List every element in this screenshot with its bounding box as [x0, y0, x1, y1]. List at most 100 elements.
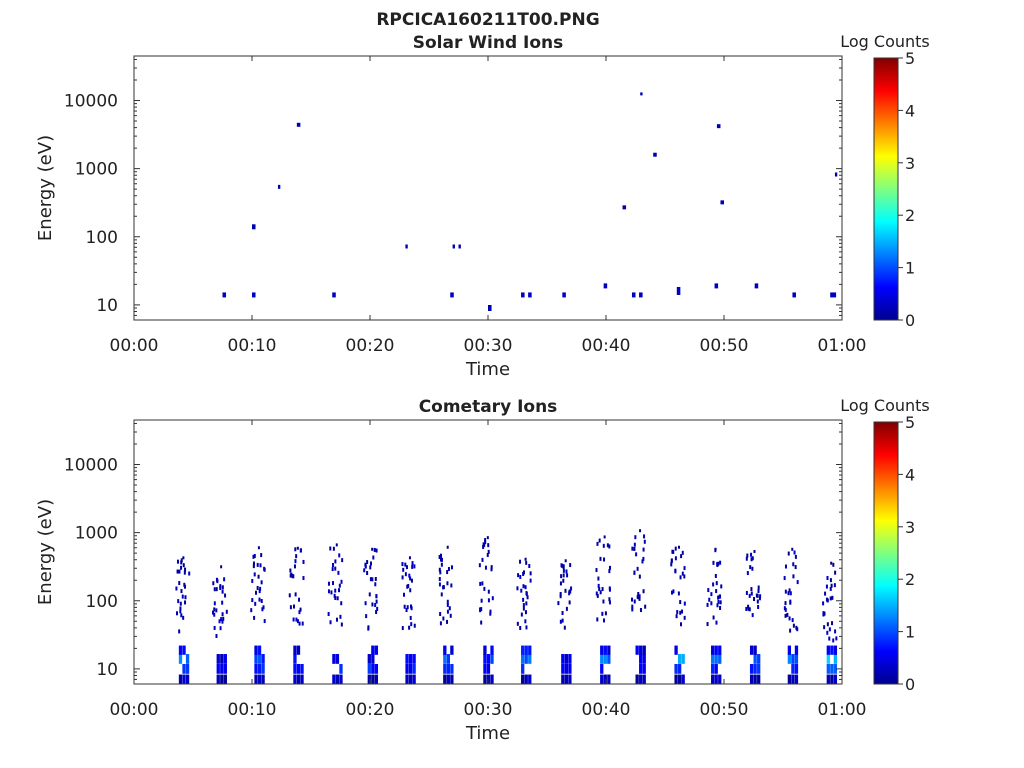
panel-title: Cometary Ions — [419, 397, 558, 417]
heatmap-cell — [822, 611, 825, 616]
heatmap-cell — [215, 608, 218, 613]
heatmap-cell — [562, 564, 565, 569]
heatmap-cell — [448, 606, 451, 611]
plot-frame — [133, 55, 843, 321]
heatmap-cell — [794, 565, 797, 570]
heatmap-cell — [483, 654, 487, 664]
heatmap-cell — [293, 654, 297, 664]
heatmap-cell — [830, 561, 833, 565]
heatmap-cell — [784, 564, 787, 569]
heatmap-cell — [446, 609, 449, 614]
heatmap-cell — [296, 663, 301, 674]
heatmap-cell — [749, 674, 754, 684]
heatmap-cell — [296, 546, 299, 550]
heatmap-cell — [221, 585, 224, 590]
heatmap-cell — [490, 567, 493, 572]
heatmap-cell — [220, 617, 223, 622]
heatmap-cell — [560, 563, 563, 568]
heatmap-cell — [753, 645, 757, 655]
heatmap-cell — [569, 563, 572, 568]
heatmap-cell — [714, 674, 718, 684]
heatmap-cell — [641, 559, 644, 564]
heatmap-cell — [787, 551, 790, 556]
heatmap-cell — [253, 572, 256, 577]
heatmap-cell — [563, 625, 566, 630]
heatmap-cell — [410, 604, 413, 609]
heatmap-cell — [329, 546, 332, 551]
x-tick-label: 00:30 — [464, 700, 513, 720]
heatmap-cell — [333, 593, 336, 598]
heatmap-cell — [680, 622, 683, 627]
heatmap-cell — [490, 645, 494, 655]
heatmap-cell — [486, 663, 491, 674]
heatmap-cell — [755, 593, 758, 598]
heatmap-cell — [296, 122, 301, 127]
heatmap-cell — [711, 654, 715, 664]
heatmap-cell — [298, 621, 301, 626]
heatmap-cell — [364, 601, 367, 606]
heatmap-cell — [681, 654, 685, 664]
heatmap-cell — [561, 654, 565, 664]
heatmap-cell — [405, 244, 408, 249]
heatmap-cell — [483, 663, 487, 674]
heatmap-cell — [757, 585, 760, 590]
heatmap-cell — [597, 583, 600, 588]
heatmap-cell — [482, 542, 485, 547]
heatmap-cell — [519, 625, 522, 630]
heatmap-cell — [254, 645, 258, 655]
heatmap-cell — [564, 674, 569, 684]
heatmap-cell — [483, 586, 486, 591]
heatmap-cell — [636, 566, 639, 571]
heatmap-cell — [751, 613, 754, 618]
heatmap-cell — [796, 580, 799, 585]
heatmap-cell — [450, 645, 454, 655]
heatmap-cell — [562, 292, 566, 298]
heatmap-cell — [375, 548, 378, 553]
heatmap-cell — [642, 663, 646, 674]
heatmap-cell — [450, 674, 454, 684]
heatmap-cell — [675, 614, 678, 619]
colorbar — [873, 421, 899, 685]
heatmap-cell — [332, 674, 336, 684]
heatmap-cell — [524, 645, 528, 655]
x-tick-label: 00:50 — [700, 700, 749, 720]
heatmap-cell — [787, 645, 792, 655]
heatmap-cell — [677, 654, 682, 664]
heatmap-cell — [254, 590, 257, 595]
heatmap-cell — [753, 654, 757, 664]
heatmap-cell — [714, 547, 717, 551]
heatmap-cell — [254, 674, 258, 684]
heatmap-cell — [374, 645, 379, 655]
heatmap-cell — [213, 601, 216, 606]
heatmap-cell — [560, 574, 563, 579]
heatmap-cell — [639, 645, 643, 655]
heatmap-cell — [631, 597, 634, 602]
heatmap-cell — [332, 654, 336, 664]
heatmap-cell — [720, 200, 724, 205]
x-tick-label: 00:40 — [582, 700, 631, 720]
heatmap-cell — [256, 562, 259, 567]
heatmap-cell — [683, 574, 686, 579]
heatmap-cell — [754, 283, 759, 289]
heatmap-cell — [786, 612, 789, 617]
heatmap-cell — [402, 567, 405, 572]
heatmap-cell — [413, 564, 416, 569]
heatmap-cell — [747, 604, 750, 609]
heatmap-cell — [642, 674, 646, 684]
heatmap-cell — [680, 554, 683, 559]
heatmap-cell — [638, 594, 641, 599]
heatmap-cell — [260, 598, 263, 603]
heatmap-cell — [439, 621, 442, 626]
heatmap-cell — [486, 536, 489, 540]
heatmap-cell — [524, 619, 527, 624]
heatmap-cell — [793, 550, 796, 555]
heatmap-cell — [521, 674, 525, 684]
heatmap-cell — [707, 588, 710, 593]
heatmap-cell — [568, 589, 571, 594]
heatmap-cell — [259, 563, 262, 568]
heatmap-cell — [261, 654, 265, 664]
heatmap-cell — [252, 564, 255, 569]
x-tick-label: 00:50 — [700, 336, 749, 356]
heatmap-cell — [568, 600, 571, 605]
heatmap-cell — [220, 565, 223, 569]
